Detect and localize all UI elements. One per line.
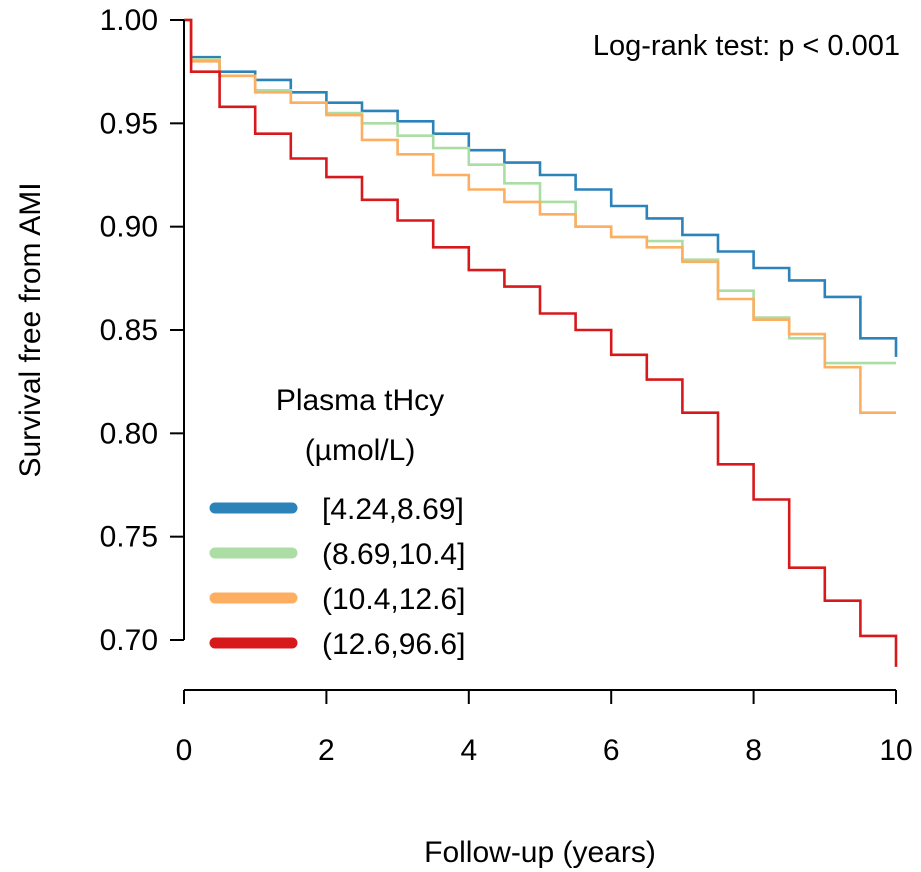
x-tick-label: 6 (603, 734, 620, 767)
y-tick-label: 0.85 (100, 314, 158, 347)
legend: Plasma tHcy (µmol/L) [4.24,8.69] (8.69,10… (209, 384, 465, 661)
x-tick-label: 0 (176, 734, 193, 767)
x-tick-label: 8 (745, 734, 762, 767)
legend-label: (12.6,96.6] (322, 628, 465, 661)
x-tick-label: 2 (318, 734, 335, 767)
legend-label: [4.24,8.69] (322, 493, 464, 526)
axes: 1.00 0.95 0.90 0.85 0.80 0.75 0.70 0 2 4 6 8 10 (100, 4, 913, 767)
y-tick-label: 0.75 (100, 521, 158, 554)
x-tick-label: 4 (460, 734, 477, 767)
y-tick-label: 0.95 (100, 107, 158, 140)
plot-lines (184, 18, 898, 667)
x-tick-label: 10 (879, 734, 912, 767)
legend-title-line1: Plasma tHcy (276, 384, 444, 417)
legend-label: (10.4,12.6] (322, 583, 465, 616)
series-line-2 (184, 18, 896, 414)
x-axis-title: Follow-up (years) (424, 836, 656, 869)
annotation-logrank: Log-rank test: p < 0.001 (593, 30, 900, 62)
y-tick-label: 1.00 (100, 4, 158, 37)
series-line-3 (184, 18, 898, 667)
legend-title-line2: (µmol/L) (305, 434, 416, 467)
y-tick-label: 0.80 (100, 417, 158, 450)
y-axis-title: Survival free from AMI (14, 182, 47, 477)
series-line-0 (184, 18, 898, 357)
legend-label: (8.69,10.4] (322, 538, 465, 571)
y-tick-label: 0.70 (100, 624, 158, 657)
legend-items: [4.24,8.69] (8.69,10.4] (10.4,12.6] (12.6,9… (209, 493, 465, 661)
y-tick-label: 0.90 (100, 211, 158, 244)
